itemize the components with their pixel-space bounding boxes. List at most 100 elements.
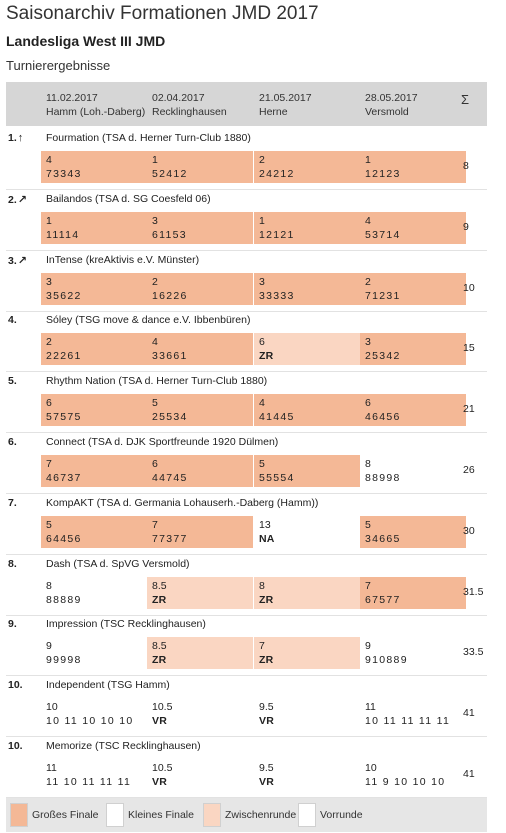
team-name: Dash (TSA d. SpVG Versmold) — [46, 557, 190, 570]
result-scores: 99998 — [46, 654, 82, 667]
team-name: Bailandos (TSA d. SG Coesfeld 06) — [46, 192, 211, 205]
result-cell: 9.5 VR — [254, 759, 360, 791]
result-place: 4 — [152, 336, 158, 349]
result-cell: 4 33661 — [147, 333, 253, 366]
result-cell: 2 16226 — [147, 272, 253, 305]
result-cell: 3 33333 — [254, 272, 360, 305]
position-number: 8. — [8, 557, 17, 570]
team-row: 4. Sóley (TSG move & dance e.V. Ibbenbüre… — [6, 310, 487, 373]
up-right-arrow-icon: ↗ — [17, 254, 27, 267]
page-title: Saisonarchiv Formationen JMD 2017 — [6, 3, 319, 24]
team-total: 21 — [463, 403, 475, 416]
result-cell: 7 77377 — [147, 515, 253, 548]
result-place: 5 — [152, 397, 158, 410]
result-cell: 6 44745 — [147, 455, 253, 487]
result-place: 6 — [46, 397, 52, 410]
result-place: 9 — [365, 640, 371, 653]
position-number: 5. — [8, 375, 17, 388]
team-total: 26 — [463, 464, 475, 476]
result-scores: 88998 — [365, 472, 401, 484]
result-cell: 5 55554 — [254, 455, 360, 487]
result-scores: 46737 — [46, 472, 82, 484]
result-cell: 8 88998 — [360, 455, 466, 487]
result-cell: 7 67577 — [360, 576, 466, 609]
result-scores: 11 10 11 11 11 — [46, 776, 132, 788]
result-scores: 73343 — [46, 168, 82, 180]
team-name: Fourmation (TSA d. Herner Turn-Club 1880… — [46, 132, 251, 144]
position-number: 9. — [8, 618, 17, 631]
team-total: 30 — [463, 524, 475, 537]
legend-swatch-vorrunde — [298, 803, 316, 827]
result-place: 10.5 — [152, 762, 173, 774]
result-cell: 10.5 VR — [147, 759, 253, 791]
team-row: 9. Impression (TSC Recklinghausen) 9 99998 8… — [6, 614, 487, 677]
result-cell: 11 10 11 11 11 11 — [360, 698, 466, 730]
result-scores: VR — [259, 715, 274, 728]
result-scores: 25342 — [365, 350, 401, 363]
team-total: 9 — [463, 220, 469, 233]
result-scores: 44745 — [152, 472, 188, 484]
result-cell: 10 10 11 10 10 10 — [41, 698, 147, 730]
result-cell: 7 ZR — [254, 637, 360, 670]
result-scores: 35622 — [46, 289, 82, 302]
team-row: 8. Dash (TSA d. SpVG Versmold) 8 88889 8.5 ZR… — [6, 554, 487, 616]
position-number: 10. — [8, 740, 23, 752]
team-row: 3.↗ InTense (kreAktivis e.V. Münster) 3 356… — [6, 250, 487, 312]
result-scores: ZR — [152, 593, 167, 606]
up-arrow-icon: ↑ — [17, 132, 24, 144]
result-cell: 4 41445 — [254, 394, 360, 427]
result-scores: VR — [152, 715, 167, 728]
result-place: 10.5 — [152, 701, 173, 714]
result-scores: ZR — [259, 593, 274, 606]
position-number: 3. — [8, 254, 17, 267]
result-cell: 4 73343 — [41, 151, 147, 183]
position-number: 10. — [8, 679, 23, 692]
team-name: Rhythm Nation (TSA d. Herner Turn-Club 1… — [46, 375, 268, 388]
legend-swatch-kleines-finale — [106, 803, 124, 827]
team-name: InTense (kreAktivis e.V. Münster) — [46, 253, 200, 266]
team-total: 41 — [463, 768, 475, 780]
column-date: 28.05.2017 — [365, 92, 418, 104]
up-right-arrow-icon: ↗ — [17, 193, 27, 206]
column-venue: Hamm (Loh.-Daberg) — [46, 106, 146, 118]
result-scores: 33333 — [259, 289, 295, 302]
result-scores: VR — [152, 776, 167, 788]
result-cell: 9.5 VR — [254, 698, 360, 730]
team-row: 7. KompAKT (TSA d. Germania Lohauserh.-Da… — [6, 493, 487, 555]
result-place: 8.5 — [152, 579, 167, 592]
result-scores: 71231 — [365, 289, 401, 302]
result-scores: 12121 — [259, 228, 295, 241]
team-row: 2.↗ Bailandos (TSA d. SG Coesfeld 06) 1 111… — [6, 189, 487, 251]
result-scores: 57575 — [46, 411, 82, 424]
team-position: 5. — [8, 375, 17, 387]
result-scores: 25534 — [152, 411, 188, 424]
team-total: 33.5 — [463, 646, 484, 659]
result-scores: 12123 — [365, 168, 401, 180]
section-subtitle: Turnierergebnisse — [6, 58, 111, 73]
result-cell: 1 12123 — [360, 151, 466, 183]
result-cell: 1 12121 — [254, 211, 360, 244]
legend-label: Vorrunde — [320, 809, 363, 821]
result-place: 8.5 — [152, 640, 167, 653]
result-place: 7 — [259, 640, 265, 653]
result-cell: 10.5 VR — [147, 698, 253, 730]
result-scores: 64456 — [46, 532, 82, 545]
team-position: 7. — [8, 497, 17, 509]
column-date: 21.05.2017 — [259, 92, 312, 104]
legend-swatch-zwischenrunde — [203, 803, 221, 827]
team-total: 10 — [463, 281, 475, 294]
team-position: 8. — [8, 558, 17, 570]
team-total: 31.5 — [463, 585, 484, 598]
column-venue: Recklinghausen — [152, 106, 227, 118]
result-place: 8 — [259, 579, 265, 592]
result-cell: 10 11 9 10 10 10 — [360, 759, 466, 791]
results-table: 11.02.2017 Hamm (Loh.-Daberg) 02.04.2017… — [6, 82, 487, 832]
result-cell: 11 11 10 11 11 11 — [41, 759, 147, 791]
team-name: Independent (TSG Hamm) — [46, 679, 170, 692]
result-place: 2 — [152, 275, 158, 288]
legend-label: Großes Finale — [32, 809, 99, 821]
team-position: 1.↑ — [8, 132, 23, 144]
team-position: 9. — [8, 618, 17, 630]
result-scores: 88889 — [46, 593, 82, 606]
result-cell: 13 NA — [254, 516, 360, 548]
